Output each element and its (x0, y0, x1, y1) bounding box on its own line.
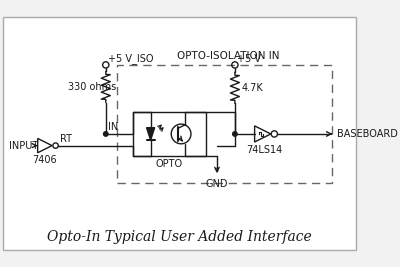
Text: INPUT: INPUT (9, 141, 38, 151)
Circle shape (104, 132, 108, 136)
Circle shape (171, 124, 191, 144)
Text: IN: IN (108, 122, 119, 132)
Text: OPTO-ISOLATION IN: OPTO-ISOLATION IN (177, 51, 280, 61)
Text: BASEBOARD: BASEBOARD (337, 129, 398, 139)
Text: 330 ohms: 330 ohms (68, 82, 116, 92)
Text: GND: GND (206, 179, 228, 189)
Circle shape (271, 131, 278, 137)
Circle shape (233, 132, 237, 136)
Text: OPTO: OPTO (156, 159, 183, 169)
Text: 74LS14: 74LS14 (246, 145, 282, 155)
Bar (133, 112, 206, 156)
Text: RT: RT (60, 134, 72, 144)
Polygon shape (255, 126, 271, 142)
Text: Opto-In Typical User Added Interface: Opto-In Typical User Added Interface (47, 230, 312, 244)
Circle shape (53, 143, 58, 148)
Polygon shape (146, 128, 155, 140)
Polygon shape (38, 138, 52, 153)
Text: +5 V: +5 V (237, 54, 261, 64)
Text: 4.7K: 4.7K (241, 83, 263, 93)
Text: +5 V_ISO: +5 V_ISO (108, 53, 153, 64)
Bar (116, 65, 332, 183)
Text: 7406: 7406 (32, 155, 57, 166)
